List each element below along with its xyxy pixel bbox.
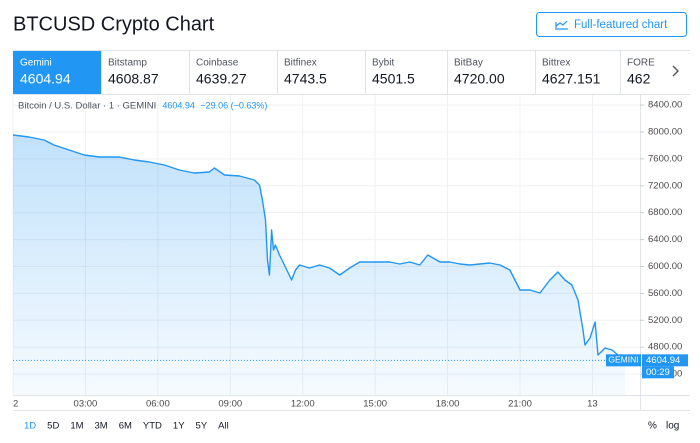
tab-name[interactable]: Bitfinex	[284, 58, 317, 69]
countdown-box	[642, 366, 674, 379]
legend-change: −29.06 (−0.63%)	[200, 100, 267, 110]
tab-name[interactable]: Coinbase	[196, 58, 239, 69]
x-tick-label: 03:00	[74, 399, 98, 410]
y-tick-label: 6400.00	[648, 234, 682, 245]
y-tick-label: 8400.00	[648, 100, 682, 111]
last-price-box	[642, 354, 688, 367]
range-buttons: 1D 5D 1M 3M 6M YTD 1Y 5Y All	[24, 421, 229, 432]
range-button[interactable]: 3M	[95, 421, 108, 432]
x-tick-label: 2	[13, 399, 18, 410]
tab-price[interactable]: 462	[627, 71, 651, 87]
range-button[interactable]: 6M	[119, 421, 132, 432]
axes: 4400.004800.005200.005600.006000.006400.…	[13, 100, 688, 410]
range-button[interactable]: 1M	[70, 421, 83, 432]
scale-option[interactable]: log	[666, 421, 679, 432]
tab-active-bg[interactable]	[13, 51, 101, 94]
x-tick-label: 06:00	[146, 399, 170, 410]
tab-price[interactable]: 4720.00	[454, 71, 505, 87]
tab-price[interactable]: 4743.5	[284, 71, 327, 87]
tab-name[interactable]: Bybit	[372, 58, 394, 69]
range-button[interactable]: 5Y	[196, 421, 208, 432]
tab-name[interactable]: BitBay	[454, 58, 483, 69]
range-button[interactable]: YTD	[143, 421, 162, 432]
scale-options: % log	[648, 421, 679, 432]
x-tick-label: 09:00	[218, 399, 242, 410]
scale-option[interactable]: %	[648, 421, 657, 432]
range-button[interactable]: 1D	[24, 421, 36, 432]
tab-name[interactable]: Gemini	[20, 58, 52, 69]
tab-price[interactable]: 4639.27	[196, 71, 247, 87]
range-button[interactable]: All	[218, 421, 229, 432]
tab-price[interactable]: 4501.5	[372, 71, 415, 87]
price-line	[13, 134, 626, 361]
x-tick-label: 21:00	[508, 399, 532, 410]
x-tick-label: 18:00	[436, 399, 460, 410]
page-title: BTCUSD Crypto Chart	[13, 13, 215, 35]
y-tick-label: 8000.00	[648, 126, 682, 137]
x-tick-label: 13	[587, 399, 598, 410]
area-fill	[13, 135, 625, 395]
button-label: Full-featured chart	[574, 19, 668, 31]
full-chart-button[interactable]	[536, 12, 687, 37]
y-tick-label: 4800.00	[648, 342, 682, 353]
range-button[interactable]: 1Y	[173, 421, 185, 432]
x-tick-label: 12:00	[291, 399, 315, 410]
x-tick-label: 15:00	[363, 399, 387, 410]
y-tick-label: 5200.00	[648, 315, 682, 326]
y-tick-label: 7200.00	[648, 180, 682, 191]
tab-name[interactable]: Bittrex	[542, 58, 570, 69]
button-icon	[555, 20, 568, 30]
y-tick-label: 5600.00	[648, 288, 682, 299]
legend-price: 4604.94	[162, 100, 195, 110]
tab-name[interactable]: FORE	[627, 58, 655, 69]
y-tick-label: 7600.00	[648, 153, 682, 164]
tab-price[interactable]: 4608.87	[108, 71, 159, 87]
tab-price[interactable]: 4627.151	[542, 71, 601, 87]
last-price-label: 4604.94	[646, 355, 680, 366]
series-name: GEMINI	[608, 355, 638, 365]
series-name-box	[606, 354, 641, 367]
tabs-next-arrow[interactable]	[672, 65, 679, 77]
y-tick-label: 6800.00	[648, 207, 682, 218]
tab-price[interactable]: 4604.94	[20, 71, 71, 87]
tabs: Gemini 4604.94 Bitstamp 4608.87 Coinbase 4639…	[13, 51, 655, 94]
countdown: 00:29	[646, 367, 670, 378]
y-tick-label: 6000.00	[648, 261, 682, 272]
chart-legend: Bitcoin / U.S. Dollar · 1 · GEMINI	[18, 101, 156, 112]
range-button[interactable]: 5D	[47, 421, 59, 432]
tab-name[interactable]: Bitstamp	[108, 58, 147, 69]
plot	[13, 134, 640, 395]
